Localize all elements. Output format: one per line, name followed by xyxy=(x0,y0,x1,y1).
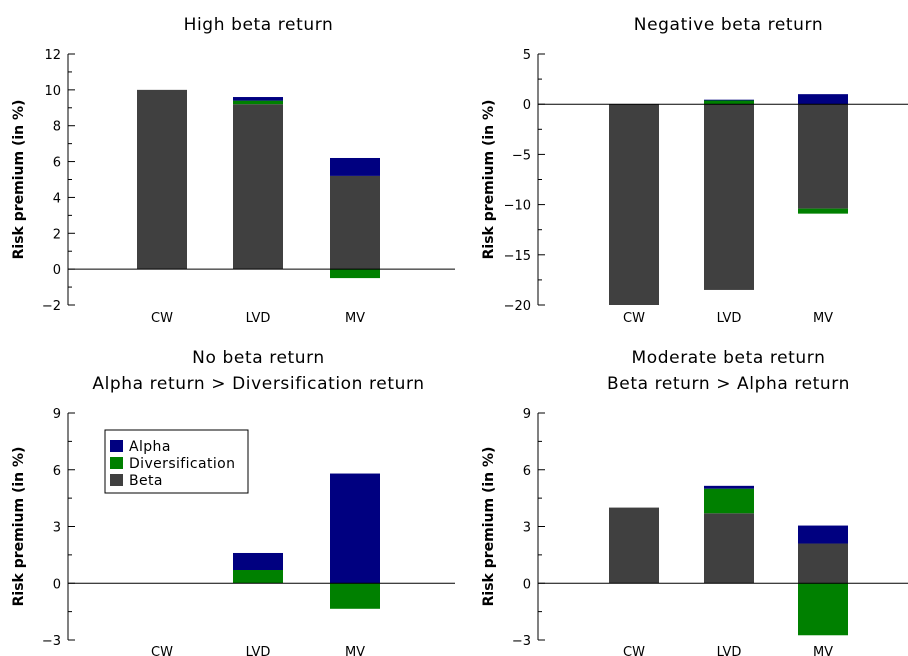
y-tick-label: 0 xyxy=(523,98,531,113)
bar-mv-beta xyxy=(798,104,848,209)
legend-label-alpha: Alpha xyxy=(129,439,171,455)
panel-title: Negative beta return xyxy=(634,15,823,35)
legend-box xyxy=(104,429,249,494)
bar-lvd-diversification xyxy=(704,488,754,514)
bar-mv-diversification xyxy=(798,208,848,214)
category-label: MV xyxy=(813,645,833,656)
bar-lvd-alpha xyxy=(233,552,283,571)
y-tick-label: −3 xyxy=(512,634,531,649)
y-axis-label: Risk premium (in %) xyxy=(481,447,497,607)
panel-title: Beta return > Alpha return xyxy=(607,374,850,394)
bar-mv-alpha xyxy=(330,157,380,176)
y-tick-label: 4 xyxy=(53,191,61,206)
category-label: MV xyxy=(345,645,365,656)
bar-mv-alpha xyxy=(798,525,848,544)
legend-swatch-diversification xyxy=(110,457,123,469)
y-tick-label: 0 xyxy=(523,577,531,592)
y-tick-label: 6 xyxy=(53,464,61,479)
bar-lvd-beta xyxy=(704,104,754,290)
bar-lvd-alpha xyxy=(704,485,754,489)
panel-title: Moderate beta return xyxy=(632,348,826,368)
category-label: CW xyxy=(151,645,173,656)
bar-cw-beta xyxy=(137,89,187,270)
y-tick-label: −2 xyxy=(42,299,61,314)
category-label: MV xyxy=(345,311,365,326)
bar-mv-alpha xyxy=(798,94,848,105)
category-label: CW xyxy=(623,645,645,656)
y-tick-label: 5 xyxy=(523,48,531,63)
category-label: LVD xyxy=(246,645,271,656)
bar-lvd-beta xyxy=(233,104,283,270)
y-tick-label: −20 xyxy=(504,299,531,314)
bar-lvd-alpha xyxy=(233,97,283,101)
category-label: LVD xyxy=(717,645,742,656)
panel-title: High beta return xyxy=(184,15,334,35)
y-tick-label: −5 xyxy=(512,148,531,163)
bar-mv-diversification xyxy=(330,583,380,609)
y-tick-label: 10 xyxy=(44,84,61,99)
y-axis-label: Risk premium (in %) xyxy=(11,100,27,260)
panel-1: High beta return Risk premium (in %) −2 0 2 4… xyxy=(11,15,455,326)
y-tick-label: 9 xyxy=(523,407,531,422)
bar-mv-alpha xyxy=(330,473,380,584)
bar-cw-beta xyxy=(609,104,659,305)
bar-lvd-diversification xyxy=(233,100,283,105)
bar-mv-beta xyxy=(798,543,848,584)
bar-mv-diversification xyxy=(330,269,380,279)
y-tick-label: 12 xyxy=(44,48,61,63)
y-tick-label: 3 xyxy=(523,521,531,536)
y-axis-label: Risk premium (in %) xyxy=(11,447,27,607)
y-tick-label: −3 xyxy=(42,634,61,649)
y-tick-label: −10 xyxy=(504,199,531,214)
panel-title: Alpha return > Diversification return xyxy=(92,374,424,394)
y-tick-label: 0 xyxy=(53,263,61,278)
bar-lvd-beta xyxy=(704,513,754,584)
category-label: MV xyxy=(813,311,833,326)
bar-cw-beta xyxy=(609,507,659,584)
bar-mv-diversification xyxy=(798,583,848,636)
y-tick-label: 6 xyxy=(53,156,61,171)
y-tick-label: 2 xyxy=(53,227,61,242)
legend-label-beta: Beta xyxy=(129,473,163,489)
bars xyxy=(609,485,848,636)
bars xyxy=(137,89,380,279)
category-label: CW xyxy=(151,311,173,326)
bars xyxy=(233,473,380,609)
y-tick-label: 0 xyxy=(53,577,61,592)
legend-label-diversification: Diversification xyxy=(129,456,235,472)
bar-mv-beta xyxy=(330,175,380,270)
panel-3: No beta return Alpha return > Diversifica… xyxy=(11,348,455,656)
category-label: CW xyxy=(623,311,645,326)
y-tick-label: 9 xyxy=(53,407,61,422)
bars xyxy=(609,94,848,305)
legend-swatch-alpha xyxy=(110,440,123,452)
legend-swatch-beta xyxy=(110,474,123,486)
y-tick-label: 8 xyxy=(53,120,61,135)
category-label: LVD xyxy=(246,311,271,326)
y-tick-label: 3 xyxy=(53,521,61,536)
y-tick-label: −15 xyxy=(504,249,531,264)
bar-lvd-diversification xyxy=(233,570,283,584)
category-label: LVD xyxy=(717,311,742,326)
bar-lvd-diversification xyxy=(704,100,754,105)
y-axis-label: Risk premium (in %) xyxy=(481,100,497,260)
panel-4: Moderate beta return Beta return > Alpha … xyxy=(481,348,908,656)
y-tick-label: 6 xyxy=(523,464,531,479)
bar-lvd-alpha xyxy=(704,99,754,101)
panel-title: No beta return xyxy=(192,348,325,368)
